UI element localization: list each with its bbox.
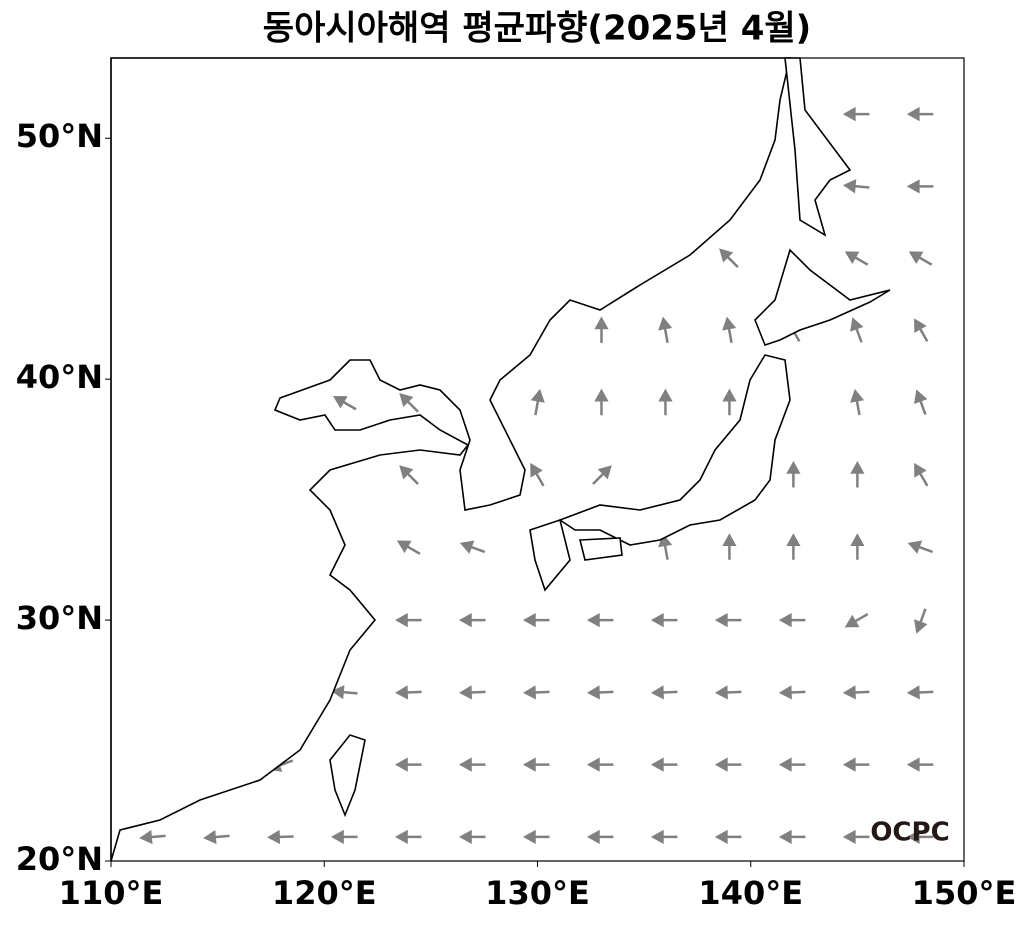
y-tick-label: 30°N [16,599,103,637]
wave-arrow [842,685,870,700]
wave-arrow [908,251,933,266]
wave-arrow [267,829,294,845]
wave-arrow [586,685,614,700]
wave-arrow [844,612,869,628]
wave-arrow [394,612,422,628]
wave-arrow [778,612,806,628]
wave-arrow [714,612,742,628]
wave-arrow [842,829,870,845]
wave-arrow [722,388,737,416]
wave-arrow [650,612,678,628]
wave-arrow [522,685,550,700]
wave-arrow [522,757,550,772]
coastlines [110,57,891,862]
wave-arrow [906,179,934,194]
wave-arrow [399,392,419,413]
x-tick-label: 110°E [59,874,164,912]
wave-arrow [396,540,421,555]
wave-arrow [458,829,486,845]
wave-arrow [842,107,870,122]
wave-arrow [906,107,934,122]
wave-arrow [586,612,614,628]
wave-arrow [594,388,609,416]
wave-arrow [850,388,865,416]
wave-arrow [458,685,486,700]
wave-arrow [850,533,865,560]
wave-arrow [394,757,422,772]
wave-arrow [650,757,678,772]
wave-arrow [714,829,742,845]
watermark: OCPC [870,818,949,848]
wave-arrow [906,829,934,845]
wave-arrow [778,757,806,772]
sakhalin [784,57,852,237]
wave-arrow [459,540,486,554]
wave-arrow [139,829,166,845]
wave-arrow [719,248,739,269]
wave-arrow [658,388,673,416]
wave-arrow [786,460,801,488]
wave-arrow [650,685,678,700]
wave-arrow [850,460,865,488]
honshu [558,354,791,546]
wave-arrow [530,388,545,416]
wave-arrow [522,829,550,845]
wave-arrow [458,757,486,772]
wave-arrow [530,462,545,487]
wave-arrow [842,179,870,194]
wave-arrow [906,757,934,772]
wave-arrow [650,829,678,845]
wave-arrow [594,316,609,343]
y-tick-label: 20°N [16,840,103,878]
kyushu [529,518,571,592]
map-frame [110,57,965,862]
wave-arrow [331,685,358,700]
wave-arrow [714,757,742,772]
wave-arrow [786,533,801,560]
wave-arrow [914,389,928,415]
wave-arrow [658,316,673,344]
wave-arrow [778,829,806,845]
y-tick-label: 40°N [16,358,103,396]
wave-arrow [394,829,422,845]
wave-arrow [458,612,486,628]
wave-arrow [842,757,870,772]
wave-arrow [914,608,928,634]
wave-arrow [592,465,612,485]
x-tick-label: 140°E [698,874,803,912]
mainland [110,57,792,862]
wave-arrow [394,685,422,700]
y-tick-label: 50°N [16,117,103,155]
wave-arrow [722,533,737,560]
wave-arrow [586,829,614,845]
x-tick-label: 150°E [912,874,1017,912]
taiwan [329,734,366,818]
wave-arrow [914,318,929,342]
wave-arrow [714,685,742,700]
vector-field [139,107,934,845]
wave-arrow [906,685,934,700]
wave-arrow [331,829,358,845]
wave-arrow [658,533,673,560]
x-tick-label: 120°E [272,874,377,912]
wave-arrow [778,685,806,700]
hokkaido [754,248,891,346]
wave-arrow [914,462,929,487]
wave-arrow [332,395,357,411]
wave-arrow [586,757,614,772]
wave-arrow [522,612,550,628]
x-tick-label: 130°E [485,874,590,912]
wave-arrow [850,317,864,343]
map-title: 동아시아해역 평균파향(2025년 4월) [263,9,811,49]
wave-arrow [399,465,419,485]
wave-arrow [907,540,934,554]
wave-arrow [722,316,737,344]
shikoku [578,537,623,561]
wave-arrow [844,251,869,266]
wave-arrow [203,829,230,845]
